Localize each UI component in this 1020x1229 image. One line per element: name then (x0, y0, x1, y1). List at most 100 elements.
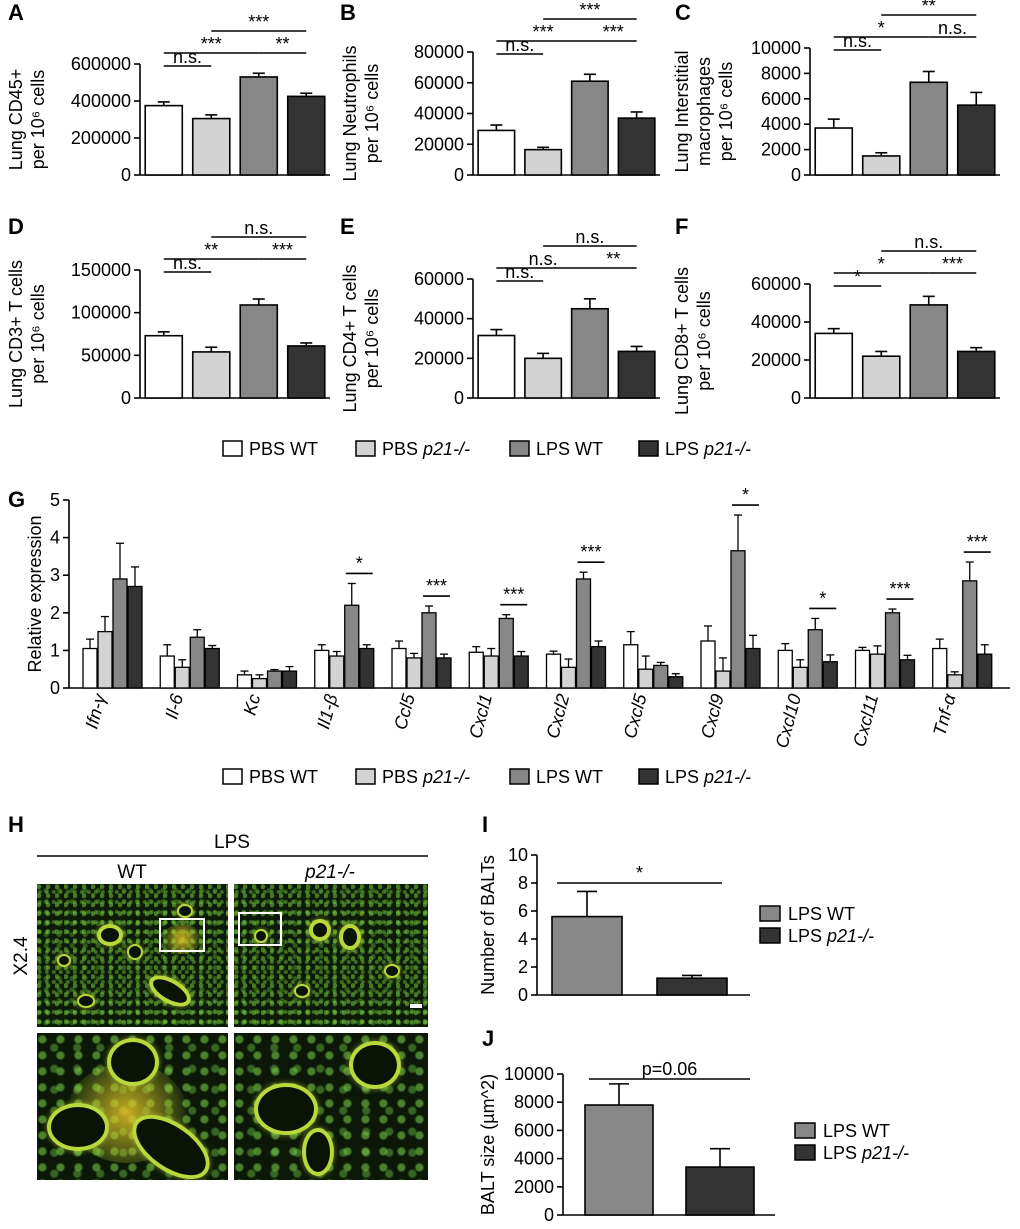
panel-b-bar (477, 129, 516, 176)
panel-f-y-tick-label: 20000 (751, 350, 801, 370)
panel-j-legend-label: LPS p21-/- (823, 1143, 909, 1163)
panel-g-sig-label: *** (967, 532, 988, 552)
panel-f-bar (956, 350, 996, 399)
panel-f-y-tick-label: 0 (791, 388, 801, 408)
inset-box-wt (159, 918, 205, 952)
panel-e-letter: E (340, 214, 355, 239)
panel-g-bar (391, 647, 407, 689)
panel-g-x-tick-label: Tnf-α (929, 691, 959, 738)
panel-i-legend-label: LPS WT (788, 904, 855, 924)
panel-g-bar (421, 612, 437, 689)
panel-i-legend-swatch (759, 905, 781, 922)
panel-f-y-label: Lung CD8+ T cells (672, 267, 692, 415)
panel-f-sig-label: n.s. (914, 232, 943, 252)
panel-g-bar (436, 657, 452, 689)
panel-f-bar (814, 332, 854, 399)
panel-g-bar (777, 649, 793, 689)
panel-g-bar (962, 580, 978, 689)
panel-i-legend-swatch (759, 927, 781, 944)
panel-b-bar (570, 80, 609, 176)
legend-top-label: PBS WT (249, 439, 318, 459)
panel-g-bar (204, 647, 220, 689)
panel-b-bar (617, 117, 656, 176)
panel-i-y-tick-label: 4 (518, 929, 528, 949)
panel-g-bar (281, 670, 298, 689)
panel-i-legend-label-text: LPS (788, 926, 827, 946)
panel-d-y-tick-label: 150000 (71, 260, 131, 280)
panel-b-bar (524, 148, 563, 176)
panel-i-legend-label-italic: p21-/- (826, 926, 874, 946)
panel-g-bar (314, 649, 330, 689)
panel-i-y-label: Number of BALTs (478, 855, 498, 995)
panel-g-bar (236, 674, 253, 689)
panel-g-sig-label: * (819, 588, 826, 608)
micrograph-wt-low (37, 884, 228, 1027)
panel-g-bar (406, 657, 422, 689)
panel-a-y-tick-label: 400000 (71, 91, 131, 111)
panel-c-bar (909, 81, 949, 176)
panel-b-y-tick-label: 20000 (414, 134, 464, 154)
panel-e-y-label: per 10⁶ cells (362, 289, 382, 388)
panel-c-y-tick-label: 2000 (761, 140, 801, 160)
panel-e-sig-label: n.s. (575, 227, 604, 247)
panel-c-y-label: per 10⁶ cells (716, 62, 736, 161)
panel-e-y-tick-label: 0 (454, 388, 464, 408)
panel-g-bar (730, 550, 746, 689)
panel-c-sig-label: * (878, 18, 885, 38)
panel-a-bar (239, 76, 279, 176)
panel-e-sig-label: n.s. (529, 249, 558, 269)
panel-g-bar (359, 647, 375, 689)
panel-g-bar (174, 666, 190, 689)
panel-b-y-label: Lung Neutrophils (340, 45, 360, 181)
panel-a-y-label: per 10⁶ cells (28, 70, 48, 169)
panel-g-bar (590, 645, 607, 689)
panel-d-bar (286, 345, 326, 399)
micrograph-ko-zoom (234, 1033, 428, 1180)
legend-bottom-label: LPS p21-/- (665, 767, 751, 787)
panel-j-y-tick-label: 4000 (514, 1149, 554, 1169)
legend-top-label-text: LPS WT (536, 439, 603, 459)
panel-j-y-tick-label: 2000 (514, 1177, 554, 1197)
panel-f-sig-label: * (854, 267, 861, 287)
panel-g-x-tick-label: Cxcl1 (465, 692, 496, 741)
panel-g-x-tick-label: Il-6 (161, 691, 187, 721)
panel-g-x-tick-label: Cxcl9 (697, 692, 728, 741)
panel-i-letter: I (482, 812, 488, 837)
panel-a-bar (286, 95, 326, 176)
panel-f-y-tick-label: 40000 (751, 312, 801, 332)
panel-a-bar (191, 117, 231, 176)
panel-c-y-tick-label: 0 (791, 165, 801, 185)
panel-g-bar (127, 585, 143, 689)
panel-j-y-tick-label: 10000 (504, 1064, 554, 1084)
panel-d-letter: D (8, 214, 24, 239)
panel-g-bar (854, 649, 871, 689)
panel-g-bar (251, 677, 268, 689)
panel-i-y-tick-label: 0 (518, 985, 528, 1005)
panel-g-bar (623, 644, 639, 689)
panel-g-sig-label: *** (580, 542, 601, 562)
panel-c-sig-label: n.s. (843, 31, 872, 51)
legend-top-label: LPS WT (536, 439, 603, 459)
panel-j-y-label: BALT size (µm^2) (478, 1074, 498, 1215)
inset-box-ko (238, 912, 282, 946)
panel-g-bar (513, 655, 529, 689)
panel-g-sig-label: *** (889, 579, 910, 599)
panel-e-bar (570, 307, 609, 399)
panel-h-letter: H (8, 812, 24, 837)
panel-g-bar (159, 655, 175, 689)
panel-g-bar (575, 578, 592, 689)
panel-g-bar (483, 655, 499, 689)
legend-bottom-label-text: LPS (665, 767, 704, 787)
panel-g-x-tick-label: Cxcl5 (620, 691, 651, 741)
legend-top-swatch (355, 440, 376, 457)
panel-g-bar (498, 617, 514, 689)
panel-f-sig-label: * (878, 254, 885, 274)
panel-a-sig-label: *** (248, 12, 269, 32)
legend-bottom-label: LPS WT (536, 767, 603, 787)
panel-d-bar (191, 351, 231, 399)
panel-j-bar (584, 1104, 654, 1216)
panel-c-sig-label: ** (922, 0, 936, 16)
panel-d-bar (239, 304, 279, 399)
panel-d-y-tick-label: 50000 (81, 345, 131, 365)
panel-j-y-tick-label: 0 (544, 1205, 554, 1225)
